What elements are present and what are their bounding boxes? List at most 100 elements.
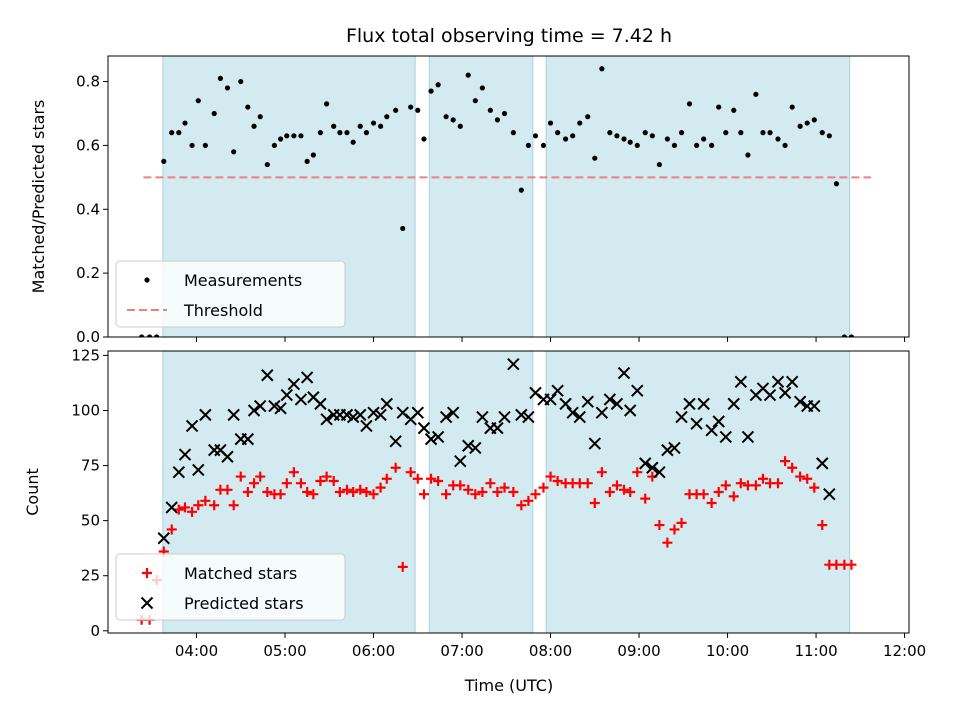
matched-star-point-90 — [780, 456, 791, 467]
top-measurement-point-24 — [304, 158, 310, 164]
matched-star-point-71 — [640, 493, 651, 504]
top-measurement-point-0 — [139, 334, 145, 337]
top-y-tick-label-4: 0.8 — [76, 73, 100, 91]
top-measurement-point-48 — [472, 98, 478, 104]
bottom-y-axis-label: Count — [23, 468, 42, 516]
matched-star-point-43 — [433, 475, 444, 486]
bottom-frame — [107, 350, 910, 634]
top-measurement-point-75 — [671, 142, 678, 149]
predicted-star-point-45 — [469, 441, 482, 455]
matched-star-point-54 — [516, 500, 527, 511]
bottom-x-tick-label-4: 08:00 — [529, 642, 572, 660]
top-measurement-point-64 — [592, 155, 598, 161]
top-measurement-point-46 — [457, 123, 463, 129]
matched-star-point-6 — [180, 502, 191, 513]
top-measurement-point-33 — [363, 130, 370, 136]
top-legend-label-0: Measurements — [184, 271, 302, 290]
top-y-tick-label-3: 0.6 — [76, 136, 100, 154]
predicted-star-point-82 — [741, 430, 755, 444]
predicted-star-point-56 — [551, 384, 564, 397]
bottom-x-tick-label-6: 10:00 — [706, 642, 749, 660]
top-measurement-point-23 — [298, 133, 304, 139]
matched-star-point-25 — [308, 489, 319, 500]
top-measurement-point-28 — [331, 123, 337, 129]
matched-star-point-47 — [463, 484, 474, 495]
matched-star-point-73 — [654, 520, 665, 531]
predicted-star-point-9 — [221, 450, 234, 463]
matched-star-point-22 — [288, 467, 299, 478]
matched-star-point-30 — [341, 484, 352, 495]
predicted-star-point-80 — [727, 397, 740, 411]
matched-star-point-40 — [412, 473, 423, 484]
predicted-star-point-64 — [610, 397, 624, 411]
bottom-x-tick-label-8: 12:00 — [883, 642, 926, 660]
top-measurement-point-93 — [804, 120, 810, 126]
bottom-x-tick-label-2: 06:00 — [352, 642, 395, 660]
matched-star-point-14 — [235, 471, 246, 482]
predicted-star-point-30 — [360, 419, 373, 433]
top-measurement-point-16 — [251, 123, 257, 129]
predicted-star-point-93 — [823, 487, 836, 501]
matched-star-point-24 — [302, 487, 313, 497]
predicted-star-point-6 — [199, 408, 212, 422]
top-frame — [107, 55, 910, 338]
top-measurement-point-55 — [525, 142, 532, 149]
predicted-star-point-81 — [734, 375, 748, 389]
top-measurement-point-12 — [224, 85, 231, 91]
matched-star-point-38 — [397, 561, 408, 572]
bottom-x-tick-label-7: 11:00 — [794, 642, 837, 660]
matched-star-point-32 — [355, 484, 366, 495]
top-measurement-point-69 — [627, 139, 633, 145]
top-measurement-point-14 — [238, 78, 244, 85]
predicted-star-point-38 — [417, 421, 431, 435]
matched-star-point-31 — [348, 487, 359, 497]
top-measurement-point-37 — [393, 107, 399, 113]
top-measurement-point-79 — [701, 136, 707, 142]
matched-star-point-74 — [662, 537, 673, 548]
matched-star-point-79 — [698, 489, 709, 500]
top-measurement-point-94 — [811, 117, 817, 123]
top-measurement-point-63 — [585, 114, 591, 120]
top-measurement-point-15 — [245, 104, 251, 110]
matched-star-point-91 — [787, 462, 798, 473]
top-legend-marker-0 — [144, 277, 150, 283]
matched-star-point-70 — [632, 467, 643, 478]
predicted-star-point-85 — [763, 388, 777, 402]
top-measurement-point-7 — [189, 142, 195, 149]
matched-star-point-76 — [676, 517, 687, 528]
x-axis-label: Time (UTC) — [464, 676, 553, 695]
top-measurement-point-3 — [161, 158, 167, 164]
matched-star-point-48 — [470, 489, 481, 500]
matched-star-point-17 — [255, 471, 266, 482]
top-measurement-point-43 — [435, 82, 441, 88]
top-measurement-point-74 — [664, 136, 670, 142]
predicted-star-point-33 — [380, 397, 394, 411]
predicted-star-point-60 — [581, 395, 594, 408]
top-measurement-point-47 — [465, 72, 471, 78]
chart-title: Flux total observing time = 7.42 h — [346, 25, 672, 47]
matched-star-point-75 — [669, 524, 680, 535]
predicted-star-point-72 — [668, 441, 681, 455]
predicted-star-point-79 — [719, 430, 732, 444]
predicted-star-point-28 — [346, 410, 360, 424]
predicted-star-point-23 — [314, 397, 327, 411]
bottom-y-tick-label-4: 100 — [71, 401, 100, 419]
matched-star-point-7 — [187, 506, 198, 517]
top-measurement-point-54 — [518, 187, 524, 193]
matched-star-point-87 — [757, 473, 768, 484]
bottom-x-tick-label-5: 09:00 — [617, 642, 660, 660]
matched-star-point-64 — [589, 498, 600, 509]
predicted-star-point-86 — [771, 375, 785, 389]
predicted-star-point-18 — [280, 388, 293, 402]
predicted-star-point-69 — [646, 461, 659, 474]
matched-star-point-4 — [166, 524, 177, 535]
top-measurement-point-18 — [264, 161, 270, 168]
predicted-star-point-74 — [683, 397, 696, 411]
top-measurement-point-72 — [649, 133, 655, 139]
bottom-y-tick-label-5: 125 — [71, 346, 100, 364]
matched-star-point-84 — [735, 478, 746, 489]
top-measurement-point-5 — [176, 130, 182, 136]
matched-star-point-81 — [713, 487, 724, 497]
predicted-star-point-34 — [389, 435, 402, 448]
matched-star-point-49 — [477, 487, 488, 497]
